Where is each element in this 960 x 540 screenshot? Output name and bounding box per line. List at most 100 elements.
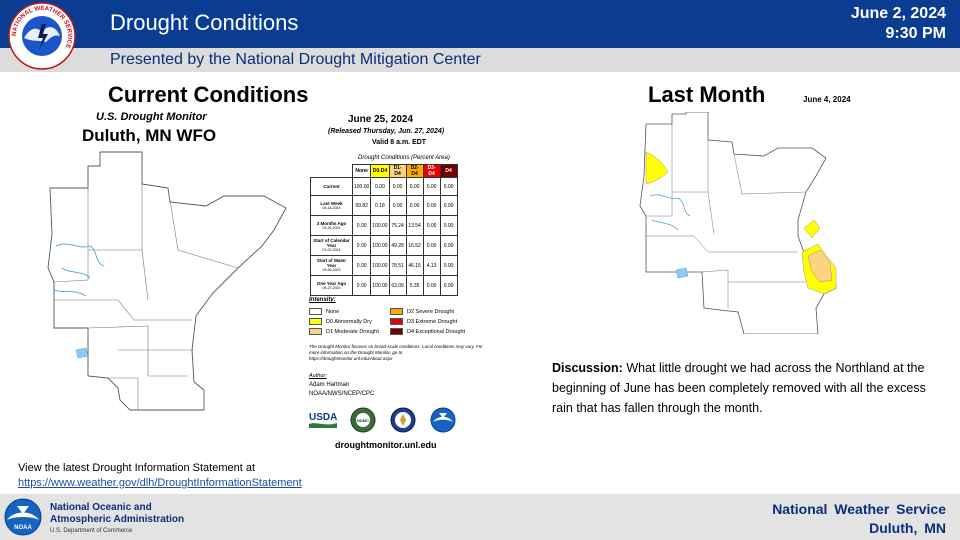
legend-swatch (390, 318, 403, 325)
monitor-url[interactable]: droughtmonitor.unl.edu (335, 440, 437, 450)
header-date: June 2, 2024 (850, 5, 946, 22)
discussion-text: Discussion: What little drought we had a… (552, 358, 942, 418)
svg-text:USDA: USDA (309, 412, 337, 423)
discussion-label: Discussion: (552, 361, 623, 375)
nws-footer-label: National Weather Service Duluth, MN (772, 501, 946, 536)
monitor-valid: Valid 8 a.m. EDT (372, 139, 427, 146)
table-cell: 0.00 (422, 235, 441, 256)
last-month-date: June 4, 2024 (803, 95, 851, 104)
column-header: D0-D4 (370, 164, 390, 178)
usda-logo-icon: USDA (309, 412, 337, 428)
table-cell: 75.24 (388, 215, 407, 236)
table-cell: 46.15 (405, 255, 424, 276)
table-row: One Year Ago 06-27-2023 0.00 100.00 63.09… (310, 275, 458, 296)
table-cell: 0.00 (351, 255, 372, 276)
page-subtitle: Presented by the National Drought Mitiga… (110, 51, 481, 68)
table-cell: 100.00 (370, 275, 390, 296)
column-header: None (351, 164, 372, 178)
author-org: NOAA/NWS/NCEP/CPC (309, 391, 375, 397)
svg-text:NOAA: NOAA (14, 525, 32, 531)
legend-item: D0 Abnormally Dry (309, 318, 372, 325)
monitor-date: June 25, 2024 (348, 114, 414, 125)
table-cell: 0.00 (422, 215, 441, 236)
table-cell: 49.28 (388, 235, 407, 256)
table-cell: 0.00 (405, 195, 424, 216)
ndmc-logo-icon: NDMC (350, 407, 376, 433)
header-bar (0, 0, 960, 48)
table-cell: 0.00 (422, 195, 441, 216)
column-header: D2-D4 (405, 164, 424, 178)
legend-item: D3 Extreme Drought (390, 318, 457, 325)
table-cell: 100.00 (351, 177, 372, 196)
svg-text:NDMC: NDMC (357, 418, 369, 423)
table-corner (311, 165, 353, 178)
legend-item: D1 Moderate Drought (309, 328, 379, 335)
legend-swatch (390, 308, 403, 315)
last-month-drought-map (639, 112, 837, 334)
table-cell: 0.00 (439, 275, 458, 296)
table-cell: 16.52 (405, 235, 424, 256)
legend-item: None (309, 308, 339, 315)
nws-logo-icon: NATIONAL WEATHER SERVICE (8, 2, 76, 70)
table-cell: 99.82 (351, 195, 372, 216)
table-cell: 5.35 (405, 275, 424, 296)
row-label: Last Week 06-18-2024 (310, 195, 353, 216)
author-label: Author: (309, 373, 327, 379)
table-row: Last Week 06-18-2024 99.82 0.18 0.00 0.00… (310, 195, 458, 216)
legend-swatch (390, 328, 403, 335)
header-time: 9:30 PM (885, 25, 946, 42)
subheader-bar (0, 48, 960, 72)
monitor-released: (Released Thursday, Jun. 27, 2024) (328, 128, 445, 135)
last-month-heading: Last Month (648, 82, 766, 107)
table-cell: 0.00 (351, 235, 372, 256)
drought-conditions-table: None D0-D4 D1-D4 D2-D4 D3-D4 D4 Current … (310, 164, 458, 296)
table-row: Start of Water Year 09-26-2023 0.00 100.0… (310, 255, 458, 276)
row-label: Current (310, 177, 353, 196)
table-row: Start of Calendar Year 01-02-2024 0.00 10… (310, 235, 458, 256)
table-cell: 0.00 (351, 215, 372, 236)
table-cell: 100.00 (370, 255, 390, 276)
table-header-row: None D0-D4 D1-D4 D2-D4 D3-D4 D4 (311, 164, 458, 178)
legend-swatch (309, 308, 322, 315)
legend-swatch (309, 328, 322, 335)
row-label: Start of Calendar Year 01-02-2024 (310, 235, 353, 256)
header-datetime: June 2, 2024 9:30 PM (851, 4, 946, 44)
monitor-note: The Drought Monitor focuses on broad-sca… (309, 344, 483, 361)
table-cell: 0.00 (439, 215, 458, 236)
table-cell: 0.00 (422, 177, 441, 196)
page-title: Drought Conditions (110, 10, 299, 35)
table-cell: 0.00 (439, 235, 458, 256)
table-cell: 100.00 (370, 215, 390, 236)
table-cell: 0.00 (422, 275, 441, 296)
table-row: 3 Months Ago 03-26-2024 0.00 100.00 75.24… (310, 215, 458, 236)
column-header: D3-D4 (422, 164, 441, 178)
row-label: One Year Ago 06-27-2023 (310, 275, 353, 296)
table-cell: 0.00 (439, 177, 458, 196)
table-cell: 0.00 (388, 195, 407, 216)
column-header: D1-D4 (388, 164, 407, 178)
author-name: Adam Hartman (309, 382, 350, 388)
current-drought-map (47, 151, 287, 411)
table-cell: 0.00 (388, 177, 407, 196)
noaa-logo-icon: NOAA (4, 498, 42, 536)
table-cell: 13.54 (405, 215, 424, 236)
table-cell: 100.00 (370, 235, 390, 256)
noaa-small-logo-icon (430, 407, 456, 433)
table-cell: 0.00 (439, 195, 458, 216)
legend-item: D4 Exceptional Drought (390, 328, 465, 335)
noaa-name: National Oceanic and Atmospheric Adminis… (50, 502, 185, 525)
table-cell: 0.00 (370, 177, 390, 196)
table-cell: 4.13 (422, 255, 441, 276)
dis-link[interactable]: https://www.weather.gov/dlh/DroughtInfor… (18, 477, 302, 489)
table-cell: 0.00 (439, 255, 458, 276)
table-title: Drought Conditions (Percent Area) (358, 155, 450, 161)
noaa-dept: U.S. Department of Commerce (50, 528, 133, 534)
footer-bar (0, 494, 960, 540)
monitor-region: Duluth, MN WFO (82, 126, 217, 145)
intensity-label: Intensity: (309, 297, 336, 303)
table-cell: 0.18 (370, 195, 390, 216)
table-row: Current 100.00 0.00 0.00 0.00 0.00 0.00 (310, 177, 458, 196)
legend-swatch (309, 318, 322, 325)
discussion-body: What little drought we had across the No… (552, 361, 926, 415)
monitor-product: U.S. Drought Monitor (96, 111, 207, 123)
